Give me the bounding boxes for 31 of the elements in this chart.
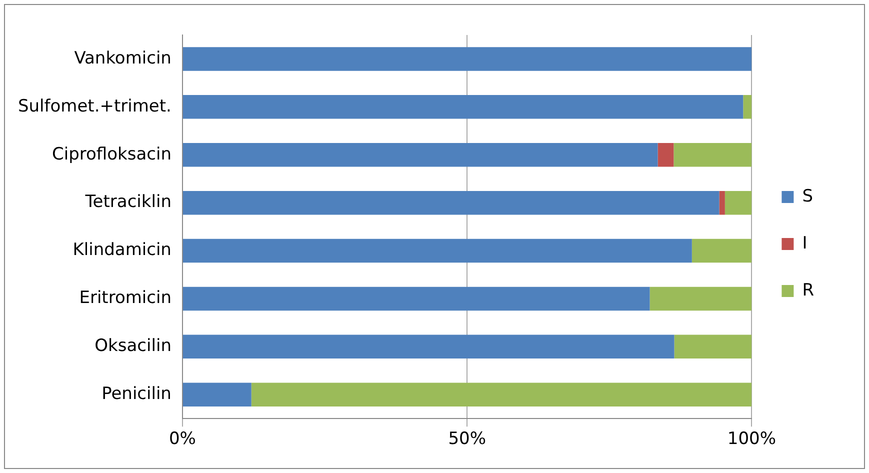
bar: [182, 238, 692, 263]
bar: [692, 238, 752, 263]
legend-label: S: [802, 186, 813, 206]
bar: [650, 286, 752, 311]
y-tick-label: Klindamicin: [72, 240, 172, 260]
x-tick-label: 100%: [727, 429, 776, 450]
y-tick-label: Vankomicin: [74, 48, 172, 68]
legend-label: I: [802, 233, 808, 254]
y-tick-label: Ciprofloksacin: [52, 144, 172, 164]
y-tick-label: Oksacilin: [94, 336, 172, 356]
y-tick-label: Eritromicin: [79, 288, 172, 308]
legend-label: R: [802, 280, 814, 300]
y-tick-label: Sulfomet.+trimet.: [18, 96, 172, 116]
bar: [719, 190, 725, 215]
bar: [658, 143, 674, 167]
bar: [182, 382, 252, 406]
bar: [182, 190, 720, 215]
bar: [743, 95, 752, 119]
bar: [674, 143, 752, 167]
bar: [182, 47, 752, 71]
bar: [182, 143, 658, 167]
x-tick-label: 50%: [448, 429, 486, 450]
bar: [251, 382, 752, 406]
bar: [674, 334, 752, 359]
x-tick-label: 0%: [168, 429, 196, 450]
bar: [182, 334, 674, 359]
bar: [182, 95, 744, 119]
y-tick-label: Penicilin: [102, 384, 172, 404]
y-tick-label: Tetraciklin: [84, 192, 172, 212]
bar: [724, 190, 752, 215]
bar: [182, 286, 650, 311]
